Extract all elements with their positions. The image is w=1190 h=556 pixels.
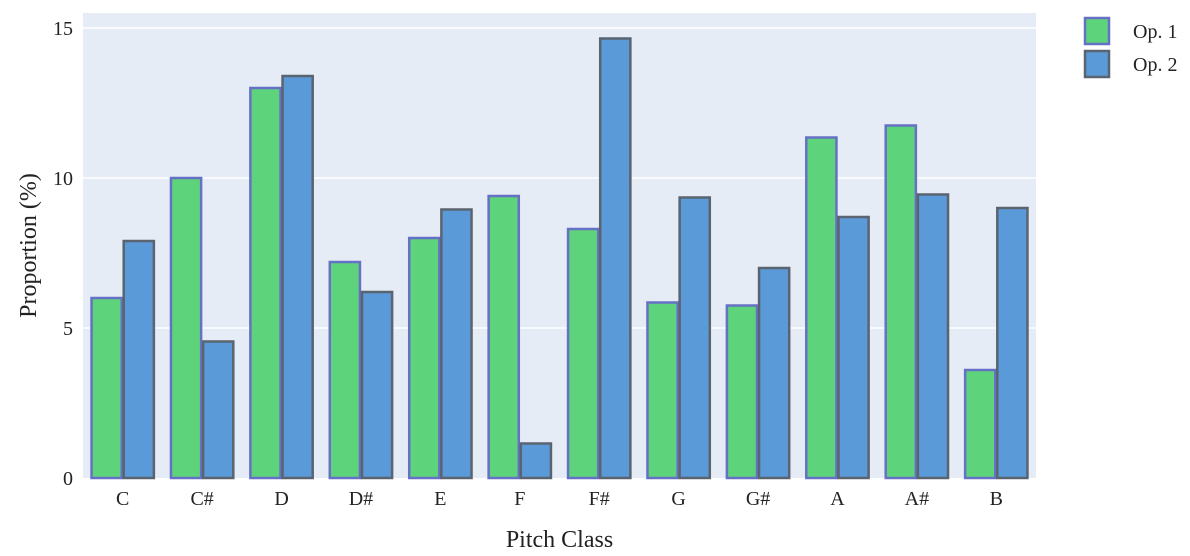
y-axis-ticks: 0 5 10 15 — [53, 18, 73, 490]
gridlines — [83, 27, 1036, 329]
bar-op-2-g[interactable] — [678, 196, 712, 480]
bar-op-2-dsharp[interactable] — [360, 290, 394, 480]
y-tick-label: 10 — [53, 168, 73, 190]
x-axis-title: Pitch Class — [506, 527, 613, 553]
bar-op-1-asharp[interactable] — [884, 124, 918, 480]
bar-op-1-b[interactable] — [963, 368, 997, 480]
x-tick-label: C# — [190, 488, 213, 510]
bars — [90, 37, 1029, 480]
x-tick-label: A — [830, 488, 845, 510]
legend-label: Op. 1 — [1133, 21, 1177, 43]
bar-op-1-c[interactable] — [90, 296, 123, 480]
x-tick-label: C — [116, 488, 129, 510]
bar-op-2-a[interactable] — [837, 215, 870, 480]
x-tick-label: D# — [349, 488, 373, 510]
y-tick-label: 5 — [63, 318, 73, 340]
legend-swatch — [1083, 49, 1111, 79]
bar-op-2-f[interactable] — [519, 442, 553, 480]
x-tick-label: G# — [746, 488, 770, 510]
bar-op-1-e[interactable] — [407, 236, 441, 480]
bar-op-2-d[interactable] — [281, 74, 314, 480]
bar-op-2-e[interactable] — [440, 208, 473, 480]
legend-item[interactable]: Op. 2 — [1083, 49, 1177, 79]
bar-op-2-fsharp[interactable] — [598, 37, 632, 480]
legend-item[interactable]: Op. 1 — [1083, 16, 1177, 46]
x-tick-label: G — [671, 488, 685, 510]
legend-label: Op. 2 — [1133, 54, 1177, 76]
bar-op-1-a[interactable] — [805, 136, 838, 480]
x-axis-ticks: C C# D D# E F F# G G# A A# B — [116, 488, 1003, 510]
bar-op-1-fsharp[interactable] — [566, 227, 600, 480]
x-tick-label: E — [434, 488, 446, 510]
bar-op-2-c[interactable] — [122, 239, 156, 480]
x-tick-label: A# — [905, 488, 929, 510]
x-tick-label: D — [274, 488, 288, 510]
y-axis-title: Proportion (%) — [16, 173, 42, 318]
legend[interactable]: Op. 1 Op. 2 — [1083, 16, 1177, 79]
y-tick-label: 0 — [63, 468, 73, 490]
bar-op-1-d[interactable] — [249, 86, 282, 480]
bar-op-2-asharp[interactable] — [916, 193, 950, 480]
plot-area — [83, 13, 1036, 478]
bar-op-2-b[interactable] — [996, 206, 1029, 480]
legend-swatch — [1083, 16, 1111, 46]
bar-op-1-f[interactable] — [487, 194, 521, 480]
bar-op-2-csharp[interactable] — [201, 340, 235, 480]
x-tick-label: B — [990, 488, 1003, 510]
x-tick-label: F# — [589, 488, 610, 510]
y-tick-label: 15 — [53, 18, 73, 40]
bar-op-1-dsharp[interactable] — [328, 260, 362, 480]
bar-op-1-gsharp[interactable] — [725, 304, 759, 480]
bar-op-1-csharp[interactable] — [169, 176, 203, 480]
x-tick-label: F — [514, 488, 525, 510]
bar-op-2-gsharp[interactable] — [757, 266, 791, 480]
bar-op-1-g[interactable] — [646, 301, 679, 480]
